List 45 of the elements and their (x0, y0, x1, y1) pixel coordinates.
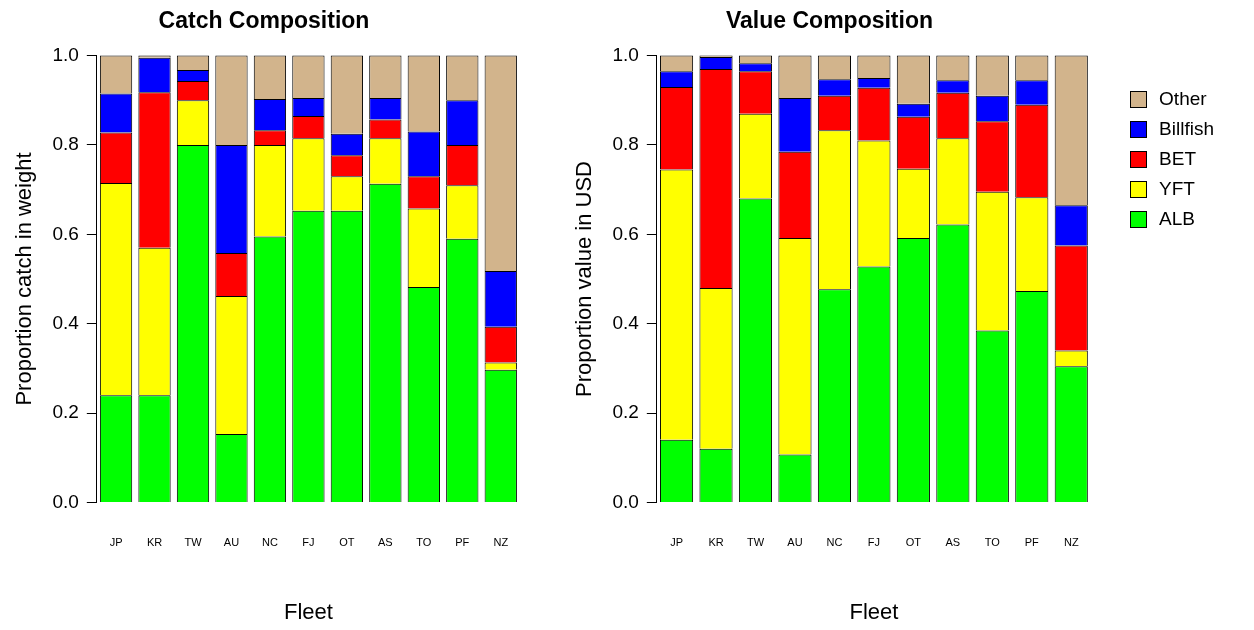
x-tick-label: TO (416, 536, 432, 549)
y-tick-label: 0.6 (52, 222, 79, 244)
x-tick-label: NZ (1063, 536, 1079, 549)
x-tick-label: AU (787, 536, 803, 549)
y-tick-label: 0.4 (612, 311, 640, 333)
y-axis-title: Proportion value in USD (571, 160, 597, 398)
x-tick-label: AS (945, 536, 961, 549)
y-tick-label: 0.8 (612, 133, 639, 155)
y-tick-label: 0.2 (52, 401, 79, 423)
chart-title: Catch Composition (158, 7, 370, 34)
legend-label: BET (1159, 147, 1197, 171)
y-tick-label: 0.0 (612, 490, 639, 512)
x-tick-label: PF (1024, 536, 1040, 549)
y-axis-title: Proportion catch in weight (11, 152, 37, 406)
x-tick-label: NC (826, 536, 843, 549)
x-tick-label: KR (146, 536, 163, 549)
x-tick-label: KR (708, 536, 724, 549)
legend-label: Billfish (1159, 117, 1214, 141)
x-tick-label: NC (261, 536, 278, 549)
x-tick-label: JP (670, 536, 683, 549)
x-tick-label: TW (746, 536, 765, 549)
y-tick-label: 1.0 (612, 43, 639, 65)
x-axis-title: Fleet (283, 598, 333, 624)
x-tick-label: FJ (302, 536, 315, 549)
x-tick-label: OT (905, 536, 922, 549)
x-tick-label: OT (339, 536, 355, 549)
x-tick-label: AU (223, 536, 240, 549)
y-tick-label: 0.8 (52, 133, 79, 155)
x-tick-label: AS (378, 536, 393, 549)
text: ALB (1159, 207, 1196, 231)
legend-label: Other (1159, 87, 1207, 111)
x-axis-title: Fleet (849, 598, 899, 624)
chart-title: Value Composition (725, 7, 934, 34)
x-tick-label: TO (984, 536, 1001, 549)
y-tick-label: 0.2 (612, 401, 639, 423)
y-tick-label: 0.0 (52, 490, 79, 512)
x-tick-label: JP (109, 536, 123, 549)
y-tick-label: 1.0 (52, 43, 79, 65)
x-tick-label: FJ (867, 536, 881, 549)
x-tick-label: NZ (493, 536, 509, 549)
y-tick-label: 0.6 (612, 222, 639, 244)
legend-label: YFT (1159, 177, 1195, 201)
y-tick-label: 0.4 (52, 311, 80, 333)
x-tick-label: PF (455, 536, 470, 549)
x-tick-label: TW (184, 536, 203, 549)
